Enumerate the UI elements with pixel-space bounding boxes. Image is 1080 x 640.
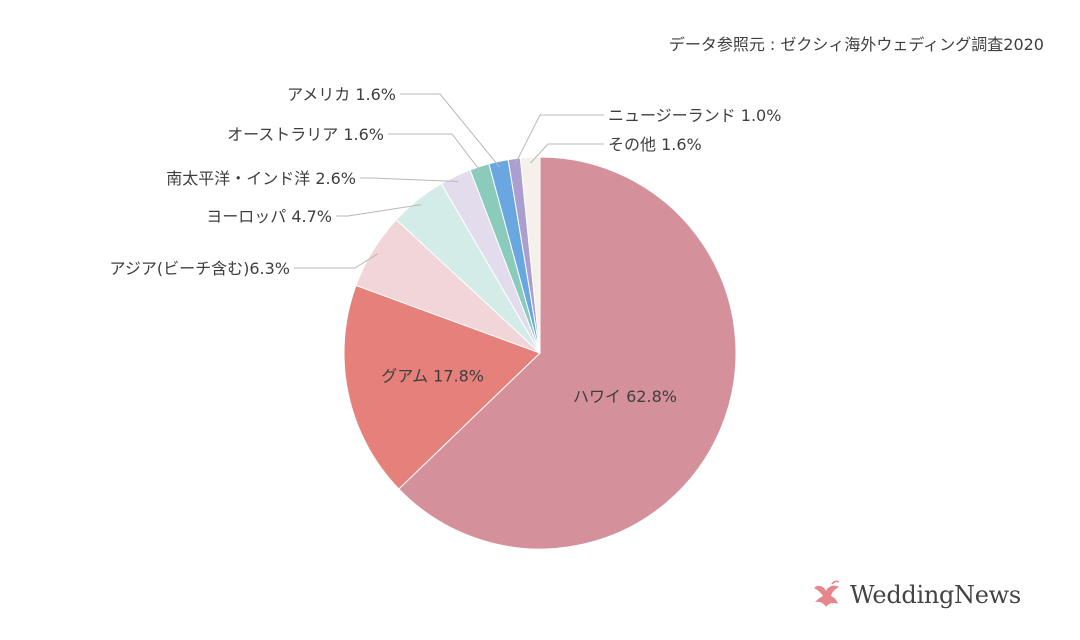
leader-line-6 [400, 93, 501, 168]
dove-icon [814, 580, 840, 607]
leader-lines [294, 93, 604, 269]
slice-label-4: 南太平洋・インド洋 2.6% [166, 169, 356, 188]
leader-line-3 [336, 204, 422, 217]
brand-name: WeddingNews [850, 581, 1021, 609]
slice-label-0: ハワイ 62.8% [573, 387, 677, 406]
leader-line-7 [514, 114, 604, 165]
slice-label-3: ヨーロッパ 4.7% [206, 207, 332, 226]
slice-8 [519, 156, 541, 354]
brand-logo[interactable]: WeddingNews [810, 578, 1021, 612]
slice-label-5: オーストラリア 1.6% [227, 125, 384, 144]
slice-label-8: その他 1.6% [608, 135, 702, 154]
leader-line-5 [388, 133, 482, 173]
leader-line-2 [294, 253, 379, 269]
slice-label-1: グアム 17.8% [381, 367, 484, 386]
data-source-note: データ参照元 : ゼクシィ海外ウェディング調査2020 [668, 35, 1044, 54]
slice-1 [343, 284, 541, 490]
pie-slices [343, 156, 737, 550]
leader-line-8 [530, 143, 604, 164]
slice-label-6: アメリカ 1.6% [287, 85, 396, 104]
slice-label-7: ニュージーランド 1.0% [608, 106, 781, 125]
slice-label-2: アジア(ビーチ含む)6.3% [110, 259, 291, 278]
slice-labels: ハワイ 62.8% グアム 17.8% アジア(ビーチ含む)6.3% ヨーロッパ 4.… [110, 85, 782, 406]
slice-0 [398, 156, 737, 550]
leader-line-4 [360, 177, 458, 182]
